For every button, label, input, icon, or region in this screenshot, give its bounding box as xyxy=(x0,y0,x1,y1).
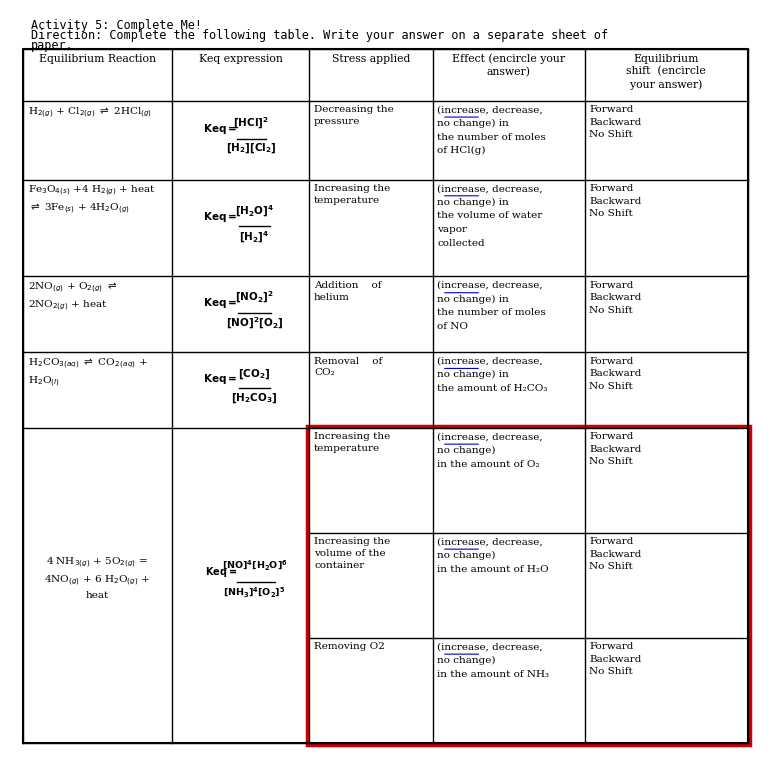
Text: $\bf{[NO]^2[O_2]}$: $\bf{[NO]^2[O_2]}$ xyxy=(226,316,284,331)
Text: Forward
Backward
No Shift: Forward Backward No Shift xyxy=(590,642,642,676)
Text: no change): no change) xyxy=(438,656,495,666)
Text: (increase, decrease,: (increase, decrease, xyxy=(438,357,543,365)
Text: the amount of H₂CO₃: the amount of H₂CO₃ xyxy=(438,384,547,393)
Text: (increase, decrease,: (increase, decrease, xyxy=(438,105,543,114)
Text: $\bf{Keq =}$: $\bf{Keq =}$ xyxy=(205,565,237,579)
Text: Forward
Backward
No Shift: Forward Backward No Shift xyxy=(590,357,642,390)
Text: H$_{2(g)}$ + Cl$_{2(g)}$ $\rightleftharpoons$ 2HCl$_{(g)}$: H$_{2(g)}$ + Cl$_{2(g)}$ $\rightleftharp… xyxy=(28,105,152,120)
Text: Direction: Complete the following table. Write your answer on a separate sheet o: Direction: Complete the following table.… xyxy=(31,29,608,42)
Text: $\bf{Keq =}$: $\bf{Keq =}$ xyxy=(203,372,237,387)
Text: of HCl(g): of HCl(g) xyxy=(438,146,485,155)
Text: Decreasing the
pressure: Decreasing the pressure xyxy=(314,105,393,126)
Text: $\bf{[H_2O]^4}$: $\bf{[H_2O]^4}$ xyxy=(235,204,274,219)
Text: Keq expression: Keq expression xyxy=(199,54,282,64)
Text: no change) in: no change) in xyxy=(438,119,509,128)
Text: Activity 5: Complete Me!: Activity 5: Complete Me! xyxy=(31,19,202,32)
Text: (increase, decrease,: (increase, decrease, xyxy=(438,281,543,290)
Text: the number of moles: the number of moles xyxy=(438,309,546,318)
Text: vapor: vapor xyxy=(438,225,467,234)
Text: no change) in: no change) in xyxy=(438,295,509,304)
Text: no change) in: no change) in xyxy=(438,371,509,380)
Text: Equilibrium Reaction: Equilibrium Reaction xyxy=(39,54,156,64)
Text: (increase, decrease,: (increase, decrease, xyxy=(438,537,543,547)
Text: Effect (encircle your
answer): Effect (encircle your answer) xyxy=(452,54,565,77)
Text: of NO: of NO xyxy=(438,322,468,331)
Text: $\bf{Keq =}$: $\bf{Keq =}$ xyxy=(203,122,237,136)
Text: the number of moles: the number of moles xyxy=(438,133,546,142)
Text: Forward
Backward
No Shift: Forward Backward No Shift xyxy=(590,432,642,466)
Text: $\bf{Keq =}$: $\bf{Keq =}$ xyxy=(203,296,237,311)
Text: no change): no change) xyxy=(438,551,495,560)
Text: paper.: paper. xyxy=(31,39,73,52)
Text: Forward
Backward
No Shift: Forward Backward No Shift xyxy=(590,281,642,315)
Text: Removal    of
CO₂: Removal of CO₂ xyxy=(314,357,383,377)
Text: Forward
Backward
No Shift: Forward Backward No Shift xyxy=(590,537,642,572)
Text: Fe$_3$O$_{4(s)}$ +4 H$_{2(g)}$ + heat
$\rightleftharpoons$ 3Fe$_{(s)}$ + 4H$_2$O: Fe$_3$O$_{4(s)}$ +4 H$_{2(g)}$ + heat $\… xyxy=(28,184,156,217)
Text: Stress applied: Stress applied xyxy=(332,54,410,64)
Text: $\bf{[H_2CO_3]}$: $\bf{[H_2CO_3]}$ xyxy=(231,392,278,405)
Text: in the amount of H₂O: in the amount of H₂O xyxy=(438,565,549,574)
Text: (increase, decrease,: (increase, decrease, xyxy=(438,184,543,193)
Text: $\bf{[NH_3]^4[O_2]^5}$: $\bf{[NH_3]^4[O_2]^5}$ xyxy=(223,585,286,599)
Text: $\bf{[HCl]^2}$: $\bf{[HCl]^2}$ xyxy=(233,116,269,131)
Text: Addition    of
helium: Addition of helium xyxy=(314,281,382,302)
Text: Increasing the
temperature: Increasing the temperature xyxy=(314,432,390,453)
Text: Increasing the
temperature: Increasing the temperature xyxy=(314,184,390,205)
Text: in the amount of NH₃: in the amount of NH₃ xyxy=(438,669,550,678)
Text: 2NO$_{(g)}$ + O$_{2(g)}$ $\rightleftharpoons$
2NO$_{2(g)}$ + heat: 2NO$_{(g)}$ + O$_{2(g)}$ $\rightleftharp… xyxy=(28,281,117,313)
Text: (increase, decrease,: (increase, decrease, xyxy=(438,642,543,651)
Text: collected: collected xyxy=(438,239,485,248)
Text: H$_2$CO$_{3(aq)}$ $\rightleftharpoons$ CO$_{2\,(aq)}$ +
H$_2$O$_{(l)}$: H$_2$CO$_{3(aq)}$ $\rightleftharpoons$ C… xyxy=(28,357,148,389)
Text: $\bf{[CO_2]}$: $\bf{[CO_2]}$ xyxy=(238,368,271,381)
Text: Forward
Backward
No Shift: Forward Backward No Shift xyxy=(590,105,642,139)
Text: $\bf{Keq =}$: $\bf{Keq =}$ xyxy=(203,210,237,224)
Text: no change) in: no change) in xyxy=(438,198,509,207)
Text: Removing O2: Removing O2 xyxy=(314,642,385,651)
Text: Increasing the
volume of the
container: Increasing the volume of the container xyxy=(314,537,390,570)
Text: no change): no change) xyxy=(438,446,495,455)
Text: $\bf{[NO_2]^2}$: $\bf{[NO_2]^2}$ xyxy=(235,290,274,305)
Text: the volume of water: the volume of water xyxy=(438,211,543,221)
Text: Forward
Backward
No Shift: Forward Backward No Shift xyxy=(590,184,642,218)
Text: in the amount of O₂: in the amount of O₂ xyxy=(438,459,540,468)
Text: 4 NH$_{3(g)}$ + 5O$_{2(g)}$ =
4NO$_{(g)}$ + 6 H$_2$O$_{(g)}$ +
heat: 4 NH$_{3(g)}$ + 5O$_{2(g)}$ = 4NO$_{(g)}… xyxy=(44,556,151,600)
Text: $\bf{[H_2][Cl_2]}$: $\bf{[H_2][Cl_2]}$ xyxy=(226,142,277,155)
Text: $\bf{[H_2]^4}$: $\bf{[H_2]^4}$ xyxy=(239,230,270,245)
Text: (increase, decrease,: (increase, decrease, xyxy=(438,432,543,441)
Text: Equilibrium
shift  (encircle
your answer): Equilibrium shift (encircle your answer) xyxy=(626,54,707,89)
Text: $\bf{[NO]^4[H_2O]^6}$: $\bf{[NO]^4[H_2O]^6}$ xyxy=(222,558,288,572)
